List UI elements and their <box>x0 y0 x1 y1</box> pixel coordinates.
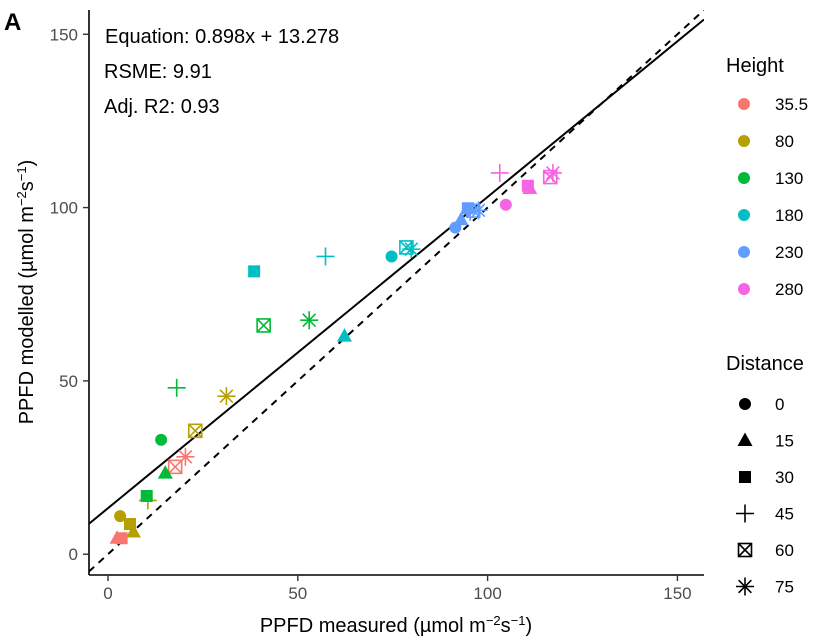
r2-annotation: Adj. R2: 0.93 <box>104 96 220 118</box>
legend-distance: Distance 0 15 30 45 60 75 <box>726 353 804 597</box>
legend-height-label: 130 <box>775 169 803 188</box>
data-point <box>543 163 562 182</box>
data-point <box>115 532 128 545</box>
y-axis-title: PPFD modelled (µmol m−2s−1) <box>14 160 39 425</box>
legend-height-label: 230 <box>775 243 803 262</box>
legend-height-title: Height <box>726 55 784 77</box>
data-point <box>155 433 168 446</box>
data-point <box>300 311 319 330</box>
data-point <box>316 247 335 266</box>
data-point <box>124 518 136 531</box>
y-tick-label: 50 <box>59 372 78 391</box>
legend-distance-key <box>739 398 751 410</box>
equation-annotation: Equation: 0.898x + 13.278 <box>105 26 339 48</box>
data-point <box>157 465 173 479</box>
legend-height-key <box>738 135 750 147</box>
panel-label: A <box>4 9 21 36</box>
y-tick-label: 0 <box>69 545 78 564</box>
legend-distance-key <box>736 504 754 523</box>
x-tick-label: 50 <box>288 584 307 603</box>
x-tick-label: 150 <box>663 584 691 603</box>
legend-distance-label: 45 <box>775 505 794 524</box>
x-axis-title: PPFD measured (µmol m−2s−1) <box>260 613 532 638</box>
legend-distance-key <box>736 577 754 596</box>
reference-lines <box>89 10 704 573</box>
data-point <box>176 447 195 466</box>
plot-panel <box>89 10 704 573</box>
legend-distance-key <box>737 542 753 558</box>
data-point <box>336 328 352 342</box>
rsme-annotation: RSME: 9.91 <box>104 61 212 83</box>
data-point <box>114 510 127 523</box>
data-point <box>490 163 509 182</box>
legend-distance-label: 60 <box>775 541 794 560</box>
legend-height-key <box>738 98 750 110</box>
data-point <box>167 378 186 397</box>
data-point <box>217 387 236 406</box>
y-tick-label: 150 <box>50 25 78 44</box>
data-point <box>402 240 421 259</box>
legend-distance-key <box>739 471 751 483</box>
y-axis-ticks: 0 50 100 150 <box>50 25 89 564</box>
data-point <box>125 524 141 538</box>
data-point <box>469 201 488 220</box>
legend-height-key <box>738 172 750 184</box>
legend-height-label: 80 <box>775 132 794 151</box>
data-point <box>499 198 512 211</box>
legend-height-label: 180 <box>775 206 803 225</box>
legend-distance-label: 30 <box>775 468 794 487</box>
legend-distance-label: 0 <box>775 395 784 414</box>
data-point <box>385 250 398 263</box>
legend-height-key <box>738 283 750 295</box>
data-point <box>521 179 534 192</box>
fit-line <box>89 18 704 525</box>
legend-distance-label: 15 <box>775 432 794 451</box>
legend-distance-key <box>737 432 753 446</box>
legend-height-key <box>738 209 750 221</box>
data-point <box>256 318 271 333</box>
data-point <box>187 423 203 439</box>
data-point <box>140 489 153 502</box>
legend-height: Height 35.5 80 130 180 230 280 <box>726 55 808 299</box>
legend-height-label: 280 <box>775 280 803 299</box>
axes: 0 50 100 150 0 50 100 150 <box>50 10 704 603</box>
data-point <box>248 265 261 278</box>
data-point <box>453 211 469 226</box>
y-tick-label: 100 <box>50 199 78 218</box>
x-tick-label: 100 <box>473 584 501 603</box>
fit-annotations: Equation: 0.898x + 13.278 RSME: 9.91 Adj… <box>104 26 339 118</box>
x-axis-ticks: 0 50 100 150 <box>103 575 692 603</box>
legend-distance-title: Distance <box>726 353 804 375</box>
legend-height-label: 35.5 <box>775 95 808 114</box>
legend-distance-label: 75 <box>775 578 794 597</box>
legend-height-key <box>738 246 750 258</box>
x-tick-label: 0 <box>103 584 112 603</box>
data-points <box>109 163 562 545</box>
